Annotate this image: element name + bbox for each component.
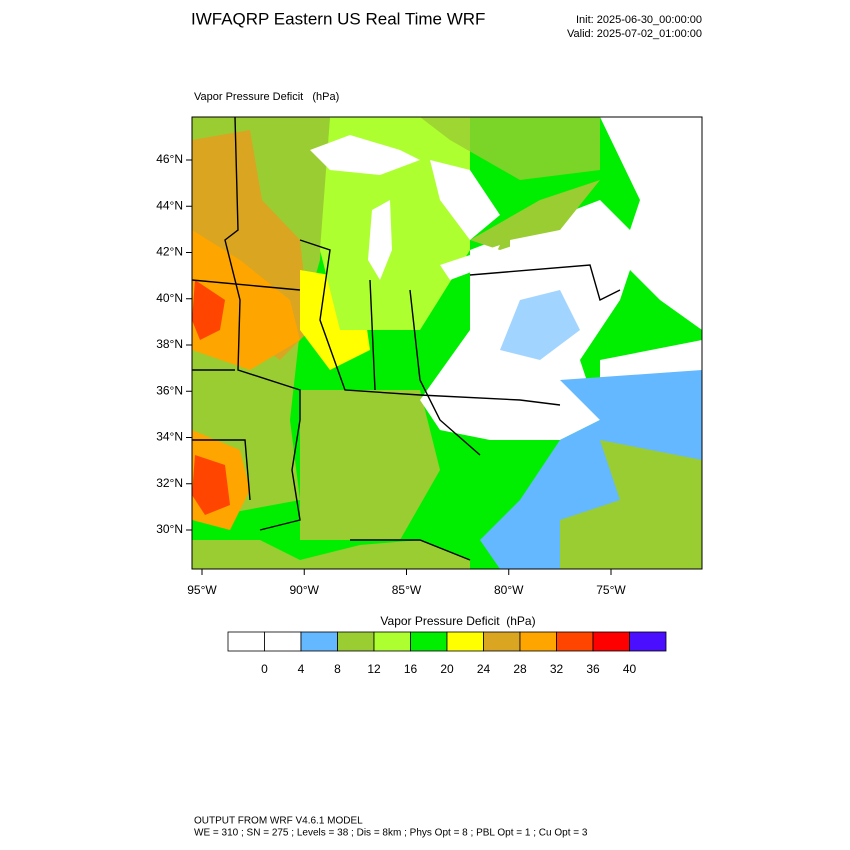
colorbar-box (264, 631, 302, 652)
colorbar-box (227, 631, 265, 652)
lon-label: 95°W (187, 583, 217, 597)
footer-line: WE = 310 ; SN = 275 ; Levels = 38 ; Dis … (194, 828, 588, 839)
footer-line: OUTPUT FROM WRF V4.6.1 MODEL (194, 816, 363, 827)
colorbar-box (556, 631, 594, 652)
lat-label: 36°N (156, 383, 183, 397)
lon-label: 75°W (596, 583, 626, 597)
colorbar-label: 0 (261, 662, 268, 676)
colorbar-title: Vapor Pressure Deficit (hPa) (380, 614, 535, 628)
colorbar-box (519, 631, 557, 652)
colorbar-box (592, 631, 630, 652)
colorbar-box (300, 631, 338, 652)
colorbar-box (337, 631, 375, 652)
colorbar-box (446, 631, 484, 652)
lat-label: 44°N (156, 198, 183, 212)
lon-label: 85°W (392, 583, 422, 597)
lat-label: 40°N (156, 291, 183, 305)
colorbar-label: 4 (298, 662, 305, 676)
lat-label: 32°N (156, 476, 183, 490)
colorbar-box (373, 631, 411, 652)
map-label: Vapor Pressure Deficit (hPa) (194, 91, 339, 103)
colorbar-label: 12 (367, 662, 381, 676)
colorbar-box (629, 631, 667, 652)
title: IWFAQRP Eastern US Real Time WRF (191, 9, 485, 28)
colorbar-label: 8 (334, 662, 341, 676)
valid-time: Valid: 2025-07-02_01:00:00 (567, 28, 702, 40)
lat-label: 38°N (156, 337, 183, 351)
colorbar-box (410, 631, 448, 652)
map-frame (191, 116, 703, 570)
lat-label: 42°N (156, 245, 183, 259)
colorbar-label: 24 (477, 662, 491, 676)
colorbar-label: 16 (404, 662, 418, 676)
lat-label: 34°N (156, 430, 183, 444)
colorbar-box (483, 631, 521, 652)
lon-label: 90°W (290, 583, 320, 597)
colorbar-label: 20 (440, 662, 454, 676)
lat-label: 30°N (156, 522, 183, 536)
colorbar-label: 40 (623, 662, 637, 676)
map-field (192, 117, 702, 569)
colorbar-label: 32 (550, 662, 564, 676)
colorbar-label: 28 (513, 662, 527, 676)
lon-label: 80°W (494, 583, 524, 597)
colorbar-label: 36 (586, 662, 600, 676)
lat-label: 46°N (156, 152, 183, 166)
init-time: Init: 2025-06-30_00:00:00 (576, 14, 702, 26)
